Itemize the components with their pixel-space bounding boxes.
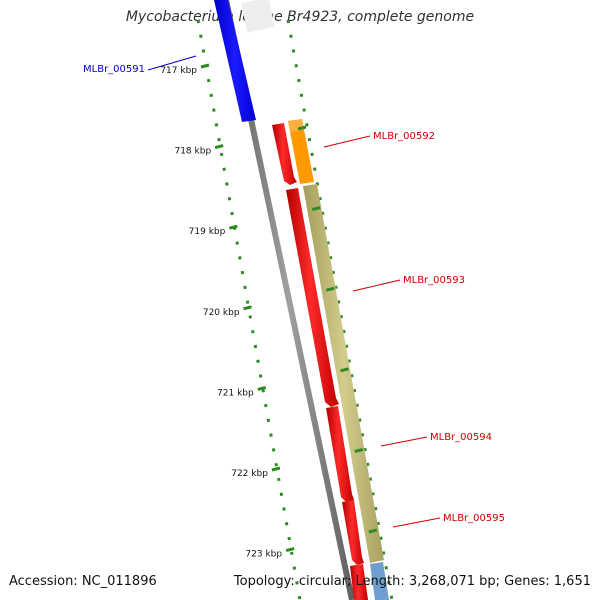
- outer-tick-mark: [297, 125, 307, 131]
- map-title: Mycobacterium leprae Br4923, complete ge…: [125, 9, 475, 25]
- gene-label-group-mlbr-00595: MLBr_00595: [392, 513, 505, 528]
- gene-label-group-mlbr-00591: MLBr_00591: [83, 55, 197, 75]
- scale-tick-mark: [285, 547, 295, 553]
- outer-tick-mark: [340, 367, 349, 373]
- scale-tick-mark: [214, 144, 224, 150]
- outer-tick-mark: [311, 206, 321, 212]
- scale-tick-label: 717 kbp: [160, 66, 197, 76]
- scale-tick-mark: [271, 466, 281, 472]
- gene-label-mlbr-00591[interactable]: MLBr_00591: [83, 64, 145, 75]
- scale-tick-label: 720 kbp: [203, 308, 240, 318]
- shading-band: [241, 0, 275, 33]
- scale-tick-mark: [243, 305, 252, 311]
- gene-bar-mlbr-00591[interactable]: [214, 0, 256, 122]
- accession-text: Accession: NC_011896: [9, 574, 157, 589]
- gene-label-group-mlbr-00594: MLBr_00594: [380, 432, 492, 447]
- gene-bar-mlbr-00595[interactable]: [342, 500, 364, 565]
- outer-tick-mark: [368, 528, 378, 534]
- scale-tick-mark: [200, 63, 210, 69]
- gene-bar-mlbr-00592[interactable]: [272, 119, 314, 185]
- gene-label-mlbr-00593[interactable]: MLBr_00593: [403, 275, 465, 286]
- gc-dotted-track-outer: [286, 19, 394, 600]
- scale-ticks: 717 kbp 718 kbp 719 kbp 720 kbp 721 kbp 722 k…: [160, 63, 378, 560]
- outer-tick-mark: [326, 286, 335, 292]
- outer-tick-mark: [354, 447, 364, 453]
- scale-tick-label: 723 kbp: [245, 550, 282, 560]
- scale-tick-label: 722 kbp: [231, 469, 268, 479]
- gene-label-group-mlbr-00592: MLBr_00592: [323, 131, 435, 148]
- gene-label-mlbr-00592[interactable]: MLBr_00592: [373, 131, 435, 142]
- genome-summary-text: Topology: circular; Length: 3,268,071 bp…: [233, 574, 591, 589]
- scale-tick-label: 718 kbp: [174, 147, 211, 157]
- scale-tick-mark: [257, 385, 267, 391]
- gene-label-mlbr-00595[interactable]: MLBr_00595: [443, 513, 505, 524]
- gene-label-mlbr-00594[interactable]: MLBr_00594: [430, 432, 492, 443]
- gene-bar-next[interactable]: [350, 562, 389, 600]
- gene-label-group-mlbr-00593: MLBr_00593: [352, 275, 465, 292]
- scale-tick-label: 719 kbp: [189, 227, 226, 237]
- gene-bar-mlbr-00593[interactable]: [286, 184, 384, 563]
- gene-bar-mlbr-00594[interactable]: [326, 406, 354, 502]
- scale-tick-label: 721 kbp: [217, 388, 254, 398]
- scale-tick-mark: [229, 224, 238, 230]
